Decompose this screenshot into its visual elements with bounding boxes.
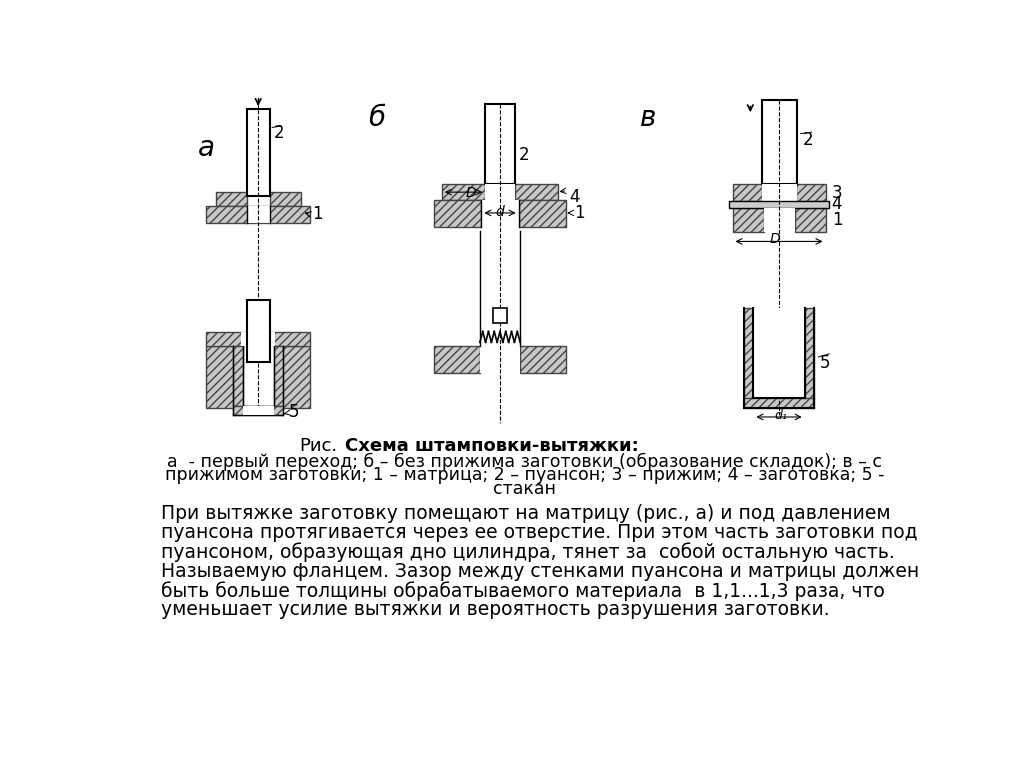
Text: 2: 2 bbox=[518, 146, 529, 164]
Text: 3: 3 bbox=[831, 184, 843, 202]
Text: 5: 5 bbox=[289, 403, 300, 420]
Text: стакан: стакан bbox=[494, 480, 556, 498]
Text: пуансона протягивается через ее отверстие. При этом часть заготовки под: пуансона протягивается через ее отверсти… bbox=[161, 523, 918, 542]
Bar bbox=[795, 208, 825, 232]
Bar bbox=[206, 346, 310, 408]
Bar bbox=[273, 346, 283, 407]
Bar bbox=[243, 407, 273, 416]
Text: 1: 1 bbox=[573, 204, 585, 222]
Bar bbox=[732, 184, 762, 202]
Bar bbox=[206, 332, 310, 346]
Bar bbox=[764, 208, 796, 232]
Text: 4: 4 bbox=[831, 196, 842, 213]
Bar bbox=[729, 202, 829, 208]
Text: а: а bbox=[198, 134, 215, 163]
Bar bbox=[233, 346, 243, 407]
Bar bbox=[247, 300, 270, 361]
Bar bbox=[744, 399, 814, 408]
Text: 2: 2 bbox=[273, 124, 285, 143]
Bar bbox=[442, 184, 485, 200]
Bar bbox=[518, 200, 566, 227]
Text: 2: 2 bbox=[802, 130, 813, 149]
Text: 1: 1 bbox=[831, 211, 843, 229]
Bar bbox=[434, 346, 480, 373]
Text: Называемую фланцем. Зазор между стенками пуансона и матрицы должен: Называемую фланцем. Зазор между стенками… bbox=[161, 561, 919, 581]
Bar bbox=[762, 184, 797, 202]
Text: 5: 5 bbox=[820, 354, 830, 372]
Bar bbox=[744, 308, 754, 399]
Bar bbox=[485, 104, 515, 184]
Text: d: d bbox=[496, 206, 505, 219]
Bar bbox=[805, 308, 814, 399]
Bar bbox=[754, 308, 805, 399]
Text: d₁: d₁ bbox=[774, 410, 787, 423]
Text: Схема штамповки-вытяжки:: Схема штамповки-вытяжки: bbox=[345, 437, 639, 455]
Bar bbox=[216, 193, 247, 206]
Bar bbox=[520, 346, 566, 373]
Bar bbox=[434, 200, 481, 227]
Text: в: в bbox=[640, 104, 656, 132]
Bar bbox=[515, 184, 558, 200]
Text: D: D bbox=[466, 186, 476, 200]
Bar bbox=[481, 200, 518, 227]
Bar bbox=[243, 346, 273, 416]
Text: D: D bbox=[770, 232, 780, 246]
Bar bbox=[233, 407, 283, 416]
Bar bbox=[247, 109, 270, 196]
Bar bbox=[241, 332, 275, 346]
Bar bbox=[762, 100, 797, 184]
Text: прижимом заготовки; 1 – матрица; 2 – пуансон; 3 – прижим; 4 – заготовка; 5 -: прижимом заготовки; 1 – матрица; 2 – пуа… bbox=[165, 466, 885, 484]
Text: Рис.: Рис. bbox=[299, 437, 337, 455]
Text: 1: 1 bbox=[312, 206, 324, 223]
Text: быть больше толщины обрабатываемого материала  в 1,1...1,3 раза, что: быть больше толщины обрабатываемого мате… bbox=[161, 581, 885, 601]
Text: б: б bbox=[369, 104, 385, 132]
Bar bbox=[732, 208, 764, 232]
Bar bbox=[493, 308, 507, 323]
Text: При вытяжке заготовку помещают на матрицу (рис., а) и под давлением: При вытяжке заготовку помещают на матриц… bbox=[161, 504, 890, 523]
Bar bbox=[247, 206, 270, 223]
Bar bbox=[485, 184, 515, 200]
Bar bbox=[480, 346, 520, 373]
Bar bbox=[206, 206, 310, 223]
Bar bbox=[270, 193, 301, 206]
Text: пуансоном, образующая дно цилиндра, тянет за  собой остальную часть.: пуансоном, образующая дно цилиндра, тяне… bbox=[161, 542, 894, 562]
Text: уменьшает усилие вытяжки и вероятность разрушения заготовки.: уменьшает усилие вытяжки и вероятность р… bbox=[161, 601, 829, 619]
Text: а  - первый переход; б – без прижима заготовки (образование складок); в – с: а - первый переход; б – без прижима заго… bbox=[167, 453, 883, 471]
Bar bbox=[796, 184, 825, 202]
Text: 4: 4 bbox=[569, 188, 581, 206]
